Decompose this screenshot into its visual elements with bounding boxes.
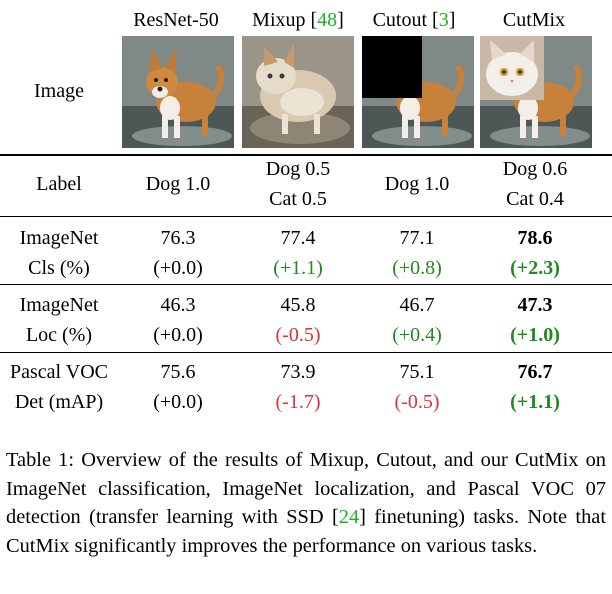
column-header-resnet50: ResNet-50 (133, 9, 219, 31)
row-header-imagenet-loc: ImageNet Loc (%) (19, 294, 99, 346)
row-header-pascal-voc-det: Pascal VOC Det (mAP) (10, 361, 108, 413)
label-cell-resnet50: Dog 1.0 (145, 173, 211, 195)
table-rule (0, 154, 612, 156)
table-rule (0, 284, 612, 286)
label-cell-mixup: Dog 0.5 Cat 0.5 (265, 158, 331, 210)
result-cell: 75.1 (-0.5) (394, 361, 440, 413)
table-caption: Table 1: Overview of the results of Mixu… (6, 449, 606, 557)
table-rule (0, 352, 612, 354)
result-cell: 76.3 (+0.0) (153, 227, 203, 279)
result-cell: 77.4 (+1.1) (273, 227, 323, 279)
citation-link[interactable]: 24 (338, 506, 360, 528)
label-cell-cutmix: Dog 0.6 Cat 0.4 (502, 158, 568, 210)
column-header-cutmix: CutMix (502, 9, 566, 31)
row-header-image: Image (34, 80, 84, 102)
result-cell: 73.9 (-1.7) (275, 361, 321, 413)
citation-link[interactable]: 3 (438, 9, 449, 31)
table-rule (0, 216, 612, 218)
result-cell-best: 47.3 (+1.0) (510, 294, 560, 346)
dog-image (122, 36, 234, 148)
row-header-imagenet-cls: ImageNet Cls (%) (19, 227, 99, 279)
result-cell-best: 78.6 (+2.3) (510, 227, 560, 279)
label-cell-cutout: Dog 1.0 (384, 173, 450, 195)
result-cell: 46.7 (+0.4) (392, 294, 442, 346)
column-header-cutout: Cutout [3] (372, 9, 456, 31)
result-cell-best: 76.7 (+1.1) (510, 361, 560, 413)
mixup-image (242, 36, 354, 148)
column-header-mixup: Mixup [48] (252, 9, 344, 31)
cutout-image (362, 36, 474, 148)
result-cell: 45.8 (-0.5) (275, 294, 321, 346)
result-cell: 77.1 (+0.8) (392, 227, 442, 279)
citation-link[interactable]: 48 (317, 9, 338, 31)
cutmix-image (480, 36, 592, 148)
result-cell: 46.3 (+0.0) (153, 294, 203, 346)
row-header-label: Label (36, 173, 82, 195)
result-cell: 75.6 (+0.0) (153, 361, 203, 413)
